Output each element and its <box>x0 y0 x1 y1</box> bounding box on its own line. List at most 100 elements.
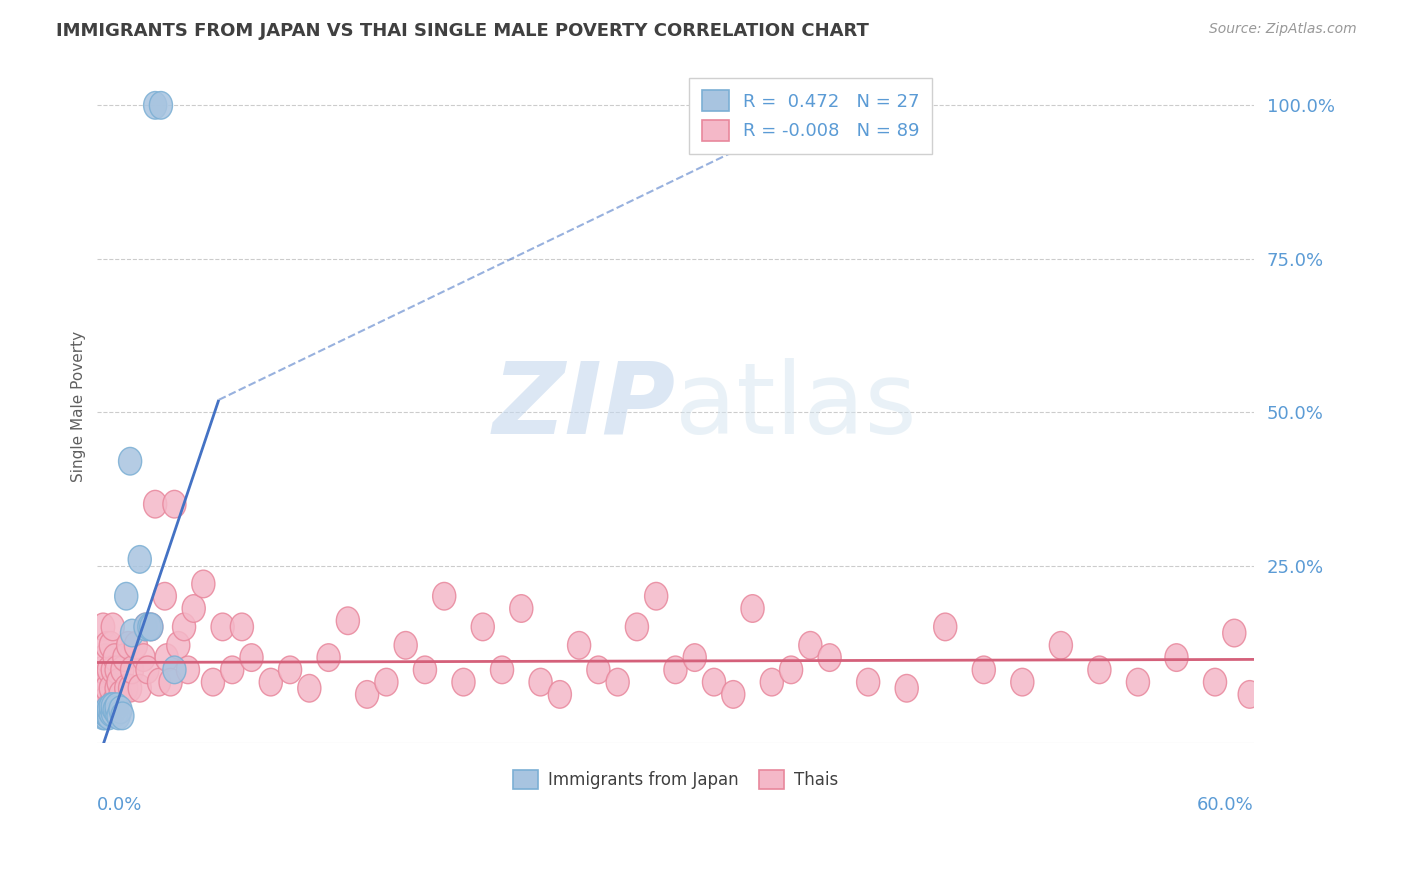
Ellipse shape <box>124 632 148 659</box>
Text: ZIP: ZIP <box>492 358 675 455</box>
Ellipse shape <box>128 674 152 702</box>
Ellipse shape <box>103 687 127 714</box>
Ellipse shape <box>111 656 134 683</box>
Ellipse shape <box>1204 668 1226 696</box>
Ellipse shape <box>117 632 139 659</box>
Ellipse shape <box>683 644 706 672</box>
Ellipse shape <box>136 656 159 683</box>
Ellipse shape <box>105 699 128 727</box>
Ellipse shape <box>105 693 128 721</box>
Ellipse shape <box>148 668 170 696</box>
Ellipse shape <box>471 613 495 640</box>
Ellipse shape <box>278 656 302 683</box>
Ellipse shape <box>97 702 121 730</box>
Ellipse shape <box>153 582 176 610</box>
Ellipse shape <box>626 613 648 640</box>
Ellipse shape <box>96 632 118 659</box>
Ellipse shape <box>97 693 121 721</box>
Ellipse shape <box>336 607 360 634</box>
Ellipse shape <box>176 656 200 683</box>
Ellipse shape <box>779 656 803 683</box>
Ellipse shape <box>128 546 152 574</box>
Ellipse shape <box>163 656 186 683</box>
Ellipse shape <box>100 632 122 659</box>
Ellipse shape <box>163 491 186 518</box>
Ellipse shape <box>568 632 591 659</box>
Ellipse shape <box>143 491 167 518</box>
Ellipse shape <box>491 656 513 683</box>
Ellipse shape <box>191 570 215 598</box>
Ellipse shape <box>143 92 167 120</box>
Ellipse shape <box>167 632 190 659</box>
Ellipse shape <box>644 582 668 610</box>
Ellipse shape <box>138 613 160 640</box>
Ellipse shape <box>139 613 163 640</box>
Ellipse shape <box>548 681 571 708</box>
Ellipse shape <box>115 582 138 610</box>
Ellipse shape <box>1011 668 1033 696</box>
Ellipse shape <box>211 613 235 640</box>
Ellipse shape <box>856 668 880 696</box>
Ellipse shape <box>664 656 688 683</box>
Ellipse shape <box>1049 632 1073 659</box>
Ellipse shape <box>298 674 321 702</box>
Ellipse shape <box>375 668 398 696</box>
Ellipse shape <box>93 702 117 730</box>
Ellipse shape <box>108 696 132 723</box>
Ellipse shape <box>1223 619 1246 647</box>
Ellipse shape <box>93 644 117 672</box>
Ellipse shape <box>103 644 127 672</box>
Text: 0.0%: 0.0% <box>97 796 143 814</box>
Ellipse shape <box>896 674 918 702</box>
Ellipse shape <box>93 687 117 714</box>
Ellipse shape <box>231 613 253 640</box>
Ellipse shape <box>799 632 823 659</box>
Ellipse shape <box>118 674 142 702</box>
Ellipse shape <box>96 696 118 723</box>
Ellipse shape <box>101 656 124 683</box>
Ellipse shape <box>100 699 122 727</box>
Ellipse shape <box>121 656 143 683</box>
Ellipse shape <box>761 668 783 696</box>
Ellipse shape <box>183 595 205 623</box>
Ellipse shape <box>134 613 157 640</box>
Legend: Immigrants from Japan, Thais: Immigrants from Japan, Thais <box>506 764 845 796</box>
Ellipse shape <box>703 668 725 696</box>
Ellipse shape <box>433 582 456 610</box>
Ellipse shape <box>93 699 117 727</box>
Ellipse shape <box>413 656 436 683</box>
Ellipse shape <box>721 681 745 708</box>
Ellipse shape <box>586 656 610 683</box>
Ellipse shape <box>91 702 115 730</box>
Ellipse shape <box>91 656 115 683</box>
Ellipse shape <box>97 696 121 723</box>
Ellipse shape <box>118 448 142 475</box>
Ellipse shape <box>96 674 118 702</box>
Ellipse shape <box>201 668 225 696</box>
Ellipse shape <box>111 702 134 730</box>
Ellipse shape <box>173 613 195 640</box>
Ellipse shape <box>97 656 121 683</box>
Ellipse shape <box>741 595 763 623</box>
Ellipse shape <box>101 613 124 640</box>
Ellipse shape <box>159 668 183 696</box>
Text: atlas: atlas <box>675 358 917 455</box>
Ellipse shape <box>121 619 143 647</box>
Ellipse shape <box>316 644 340 672</box>
Ellipse shape <box>1088 656 1111 683</box>
Ellipse shape <box>606 668 630 696</box>
Ellipse shape <box>132 644 155 672</box>
Ellipse shape <box>1239 681 1261 708</box>
Ellipse shape <box>451 668 475 696</box>
Text: 60.0%: 60.0% <box>1197 796 1254 814</box>
Ellipse shape <box>934 613 957 640</box>
Ellipse shape <box>105 656 128 683</box>
Ellipse shape <box>818 644 841 672</box>
Ellipse shape <box>107 702 131 730</box>
Ellipse shape <box>134 613 157 640</box>
Ellipse shape <box>240 644 263 672</box>
Text: Source: ZipAtlas.com: Source: ZipAtlas.com <box>1209 22 1357 37</box>
Ellipse shape <box>529 668 553 696</box>
Ellipse shape <box>1166 644 1188 672</box>
Ellipse shape <box>108 681 132 708</box>
